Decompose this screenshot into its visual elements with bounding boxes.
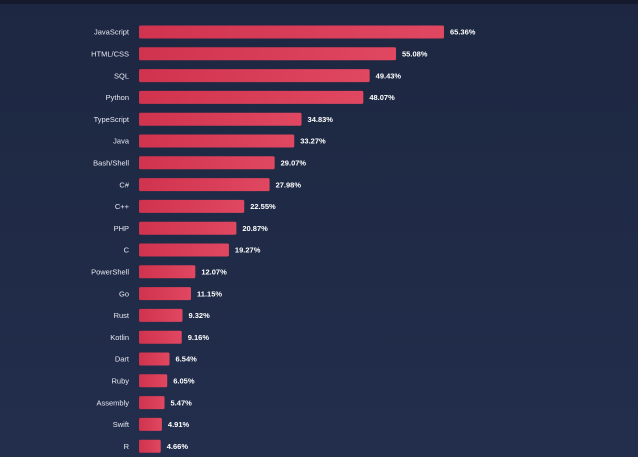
category-label: SQL [114, 71, 129, 80]
category-label: JavaScript [94, 28, 130, 37]
bar [139, 287, 192, 301]
bar [139, 417, 162, 431]
category-label: Dart [115, 355, 130, 364]
bar [139, 330, 182, 344]
bar [139, 265, 196, 279]
bar [139, 221, 237, 235]
value-label: 65.36% [450, 28, 476, 37]
category-label: C# [119, 180, 129, 189]
bar [139, 199, 245, 213]
bar [139, 243, 229, 257]
bar [139, 47, 397, 61]
category-label: Bash/Shell [93, 159, 129, 168]
category-label: R [124, 442, 130, 451]
bar [139, 178, 270, 192]
value-label: 5.47% [171, 398, 193, 407]
bar [139, 396, 165, 410]
value-label: 34.83% [308, 115, 334, 124]
bars-group: JavaScript 65.36% HTML/CSS 55.08% SQL 49.43% P… [91, 25, 476, 453]
value-label: 6.54% [176, 355, 198, 364]
value-label: 19.27% [235, 246, 261, 255]
category-label: HTML/CSS [91, 50, 129, 59]
value-label: 29.07% [281, 159, 307, 168]
category-label: C++ [115, 202, 130, 211]
bar [139, 134, 295, 148]
value-label: 27.98% [276, 180, 302, 189]
category-label: Assembly [96, 398, 129, 407]
value-label: 55.08% [402, 50, 428, 59]
category-label: TypeScript [94, 115, 130, 124]
value-label: 9.16% [188, 333, 210, 342]
value-label: 48.07% [369, 93, 395, 102]
bar [139, 308, 183, 322]
category-label: Python [106, 93, 129, 102]
bar [139, 374, 168, 388]
value-label: 33.27% [300, 137, 326, 146]
category-label: PHP [114, 224, 129, 233]
value-label: 12.07% [201, 268, 227, 277]
bar [139, 69, 370, 83]
value-label: 4.66% [167, 442, 189, 451]
value-label: 22.55% [250, 202, 276, 211]
top-bar [0, 0, 638, 4]
category-label: Ruby [111, 377, 129, 386]
value-label: 9.32% [188, 311, 210, 320]
category-label: Rust [114, 311, 130, 320]
value-label: 49.43% [376, 71, 402, 80]
bar [139, 25, 444, 39]
bar [139, 439, 161, 453]
category-label: Java [113, 137, 130, 146]
bar [139, 156, 275, 170]
bar [139, 352, 170, 366]
category-label: Kotlin [110, 333, 129, 342]
value-label: 20.87% [242, 224, 268, 233]
value-label: 4.91% [168, 420, 190, 429]
value-label: 6.05% [173, 377, 195, 386]
category-label: PowerShell [91, 268, 129, 277]
value-label: 11.15% [197, 289, 222, 298]
category-label: Go [119, 289, 129, 298]
category-label: C [124, 246, 130, 255]
bar [139, 90, 364, 104]
bar [139, 112, 302, 126]
category-label: Swift [113, 420, 130, 429]
